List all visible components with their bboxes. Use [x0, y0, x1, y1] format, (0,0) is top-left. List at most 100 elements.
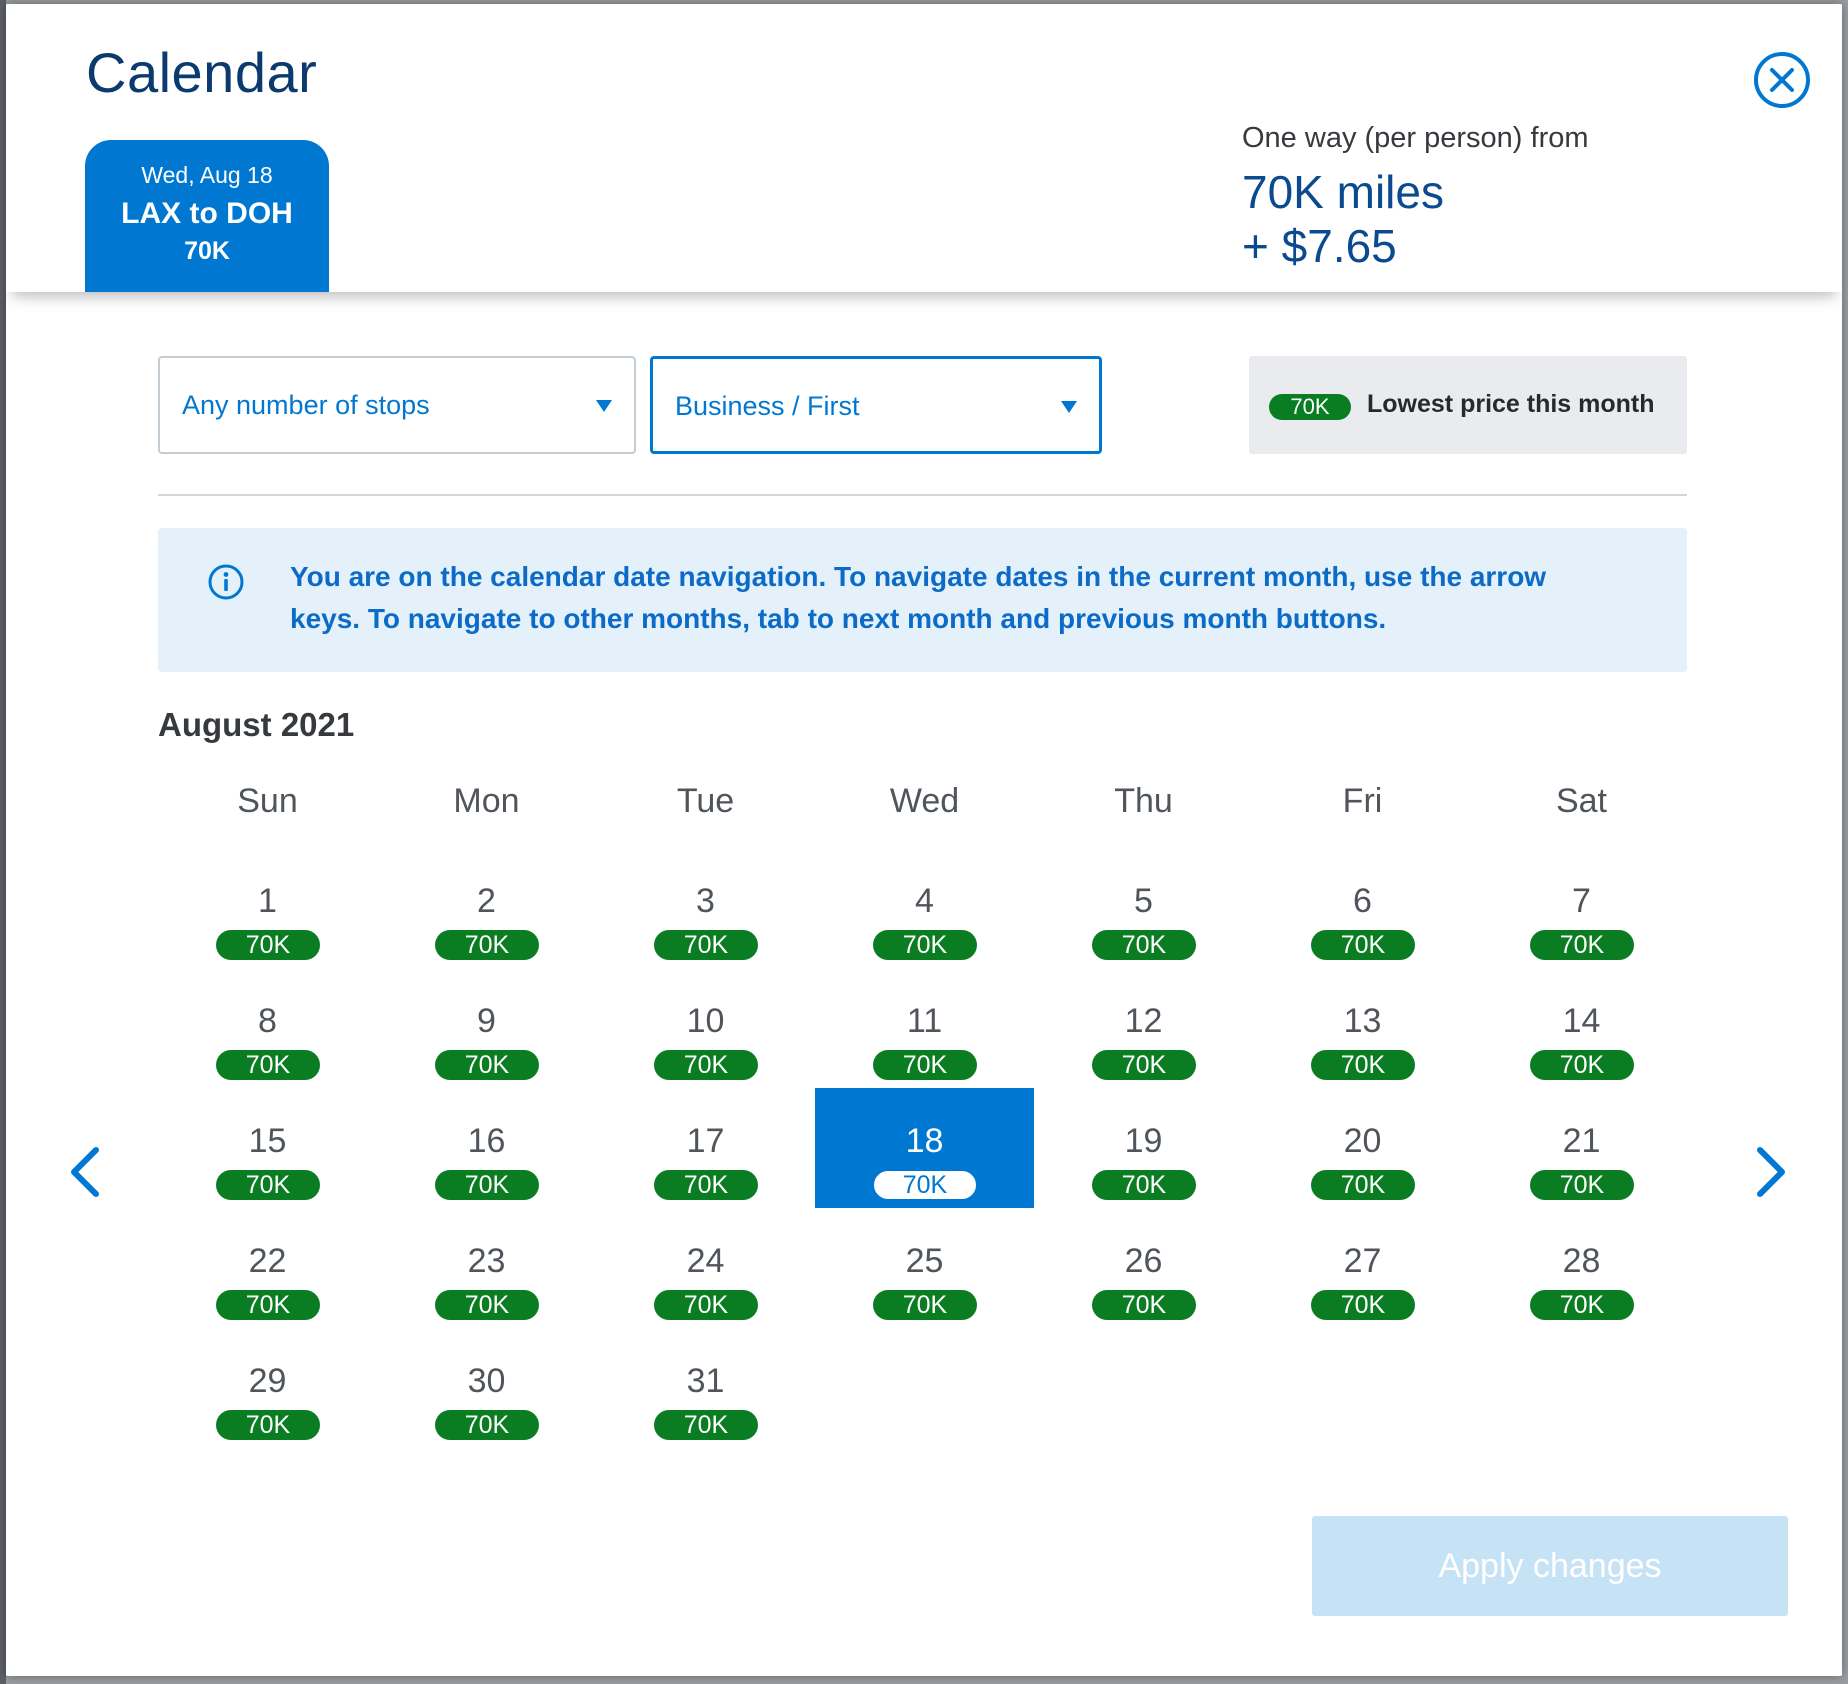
calendar-day[interactable]: 30 70K: [377, 1328, 596, 1448]
calendar-day[interactable]: 21 70K: [1472, 1088, 1691, 1208]
calendar-day[interactable]: 7 70K: [1472, 848, 1691, 968]
cabin-select-value: Business / First: [675, 391, 860, 421]
trip-route: LAX to DOH: [121, 197, 293, 230]
calendar-day[interactable]: 20 70K: [1253, 1088, 1472, 1208]
lowest-price-pill: 70K: [1269, 394, 1351, 420]
calendar-day[interactable]: 27 70K: [1253, 1208, 1472, 1328]
calendar-day[interactable]: 24 70K: [596, 1208, 815, 1328]
close-icon: [1770, 68, 1794, 92]
day-price-pill: 70K: [654, 1050, 758, 1080]
calendar-day[interactable]: 2 70K: [377, 848, 596, 968]
calendar-day[interactable]: 6 70K: [1253, 848, 1472, 968]
day-price-pill: 70K: [873, 1050, 977, 1080]
calendar-day[interactable]: 28 70K: [1472, 1208, 1691, 1328]
calendar-day[interactable]: 29 70K: [158, 1328, 377, 1448]
calendar-day[interactable]: 25 70K: [815, 1208, 1034, 1328]
day-price-pill: 70K: [216, 1170, 320, 1200]
day-price-pill: 70K: [1311, 1290, 1415, 1320]
day-price-pill: 70K: [1530, 1050, 1634, 1080]
day-price-pill: 70K: [1311, 1170, 1415, 1200]
price-summary: One way (per person) from 70K miles + $7…: [1242, 122, 1589, 273]
info-icon: [208, 564, 244, 600]
divider: [158, 494, 1687, 496]
day-number: 5: [1134, 882, 1153, 920]
day-price-pill: 70K: [1092, 1050, 1196, 1080]
calendar-day[interactable]: 3 70K: [596, 848, 815, 968]
day-number: 21: [1562, 1122, 1601, 1160]
day-number: 26: [1124, 1242, 1163, 1280]
info-text: You are on the calendar date navigation.…: [290, 561, 1547, 634]
day-price-pill: 70K: [216, 1410, 320, 1440]
day-number: 14: [1562, 1002, 1601, 1040]
day-price-pill: 70K: [216, 1290, 320, 1320]
day-number: 22: [248, 1242, 287, 1280]
day-number: 1: [258, 882, 277, 920]
day-price-pill: 70K: [873, 930, 977, 960]
trip-tab[interactable]: Wed, Aug 18 LAX to DOH 70K: [85, 140, 329, 292]
day-price-pill: 70K: [435, 1050, 539, 1080]
day-price-pill: 70K: [1092, 930, 1196, 960]
day-price-pill: 70K: [1092, 1290, 1196, 1320]
weekday-label: Wed: [889, 782, 960, 820]
apply-changes-button[interactable]: Apply changes: [1312, 1516, 1788, 1616]
close-button[interactable]: [1754, 52, 1810, 108]
calendar-grid: 1 70K 2 70K 3 70K 4 70K 5 70K 6 70K 7 70K 8 70K 9 70K 10 70…: [158, 848, 1691, 1448]
day-number: 11: [906, 1002, 943, 1040]
calendar-day[interactable]: 18 70K: [815, 1088, 1034, 1208]
day-price-pill: 70K: [1092, 1170, 1196, 1200]
day-price-pill: 70K: [216, 1050, 320, 1080]
calendar-day[interactable]: 10 70K: [596, 968, 815, 1088]
calendar-day[interactable]: 23 70K: [377, 1208, 596, 1328]
calendar-day[interactable]: 22 70K: [158, 1208, 377, 1328]
prev-month-button[interactable]: [66, 1142, 106, 1202]
lowest-price-legend: 70K Lowest price this month: [1249, 356, 1687, 454]
calendar-day[interactable]: 26 70K: [1034, 1208, 1253, 1328]
calendar-day[interactable]: 9 70K: [377, 968, 596, 1088]
calendar-day[interactable]: 16 70K: [377, 1088, 596, 1208]
calendar-day[interactable]: 1 70K: [158, 848, 377, 968]
day-number: 2: [477, 882, 496, 920]
day-price-pill: 70K: [1530, 930, 1634, 960]
calendar-day[interactable]: 14 70K: [1472, 968, 1691, 1088]
day-number: 25: [905, 1242, 944, 1280]
calendar-day[interactable]: 11 70K: [815, 968, 1034, 1088]
calendar-day[interactable]: 17 70K: [596, 1088, 815, 1208]
modal-header: Calendar Wed, Aug 18 LAX to DOH 70K One …: [6, 4, 1842, 292]
day-price-pill: 70K: [654, 1410, 758, 1440]
calendar-day[interactable]: 12 70K: [1034, 968, 1253, 1088]
calendar-day[interactable]: 19 70K: [1034, 1088, 1253, 1208]
day-number: 13: [1343, 1002, 1382, 1040]
day-price-pill: 70K: [435, 1410, 539, 1440]
day-number: 10: [686, 1002, 725, 1040]
day-number: 9: [477, 1002, 496, 1040]
next-month-button[interactable]: [1750, 1142, 1790, 1202]
stops-select[interactable]: Any number of stops: [158, 356, 636, 454]
day-number: 29: [248, 1362, 287, 1400]
day-number: 28: [1562, 1242, 1601, 1280]
calendar-day[interactable]: 13 70K: [1253, 968, 1472, 1088]
weekday-label: Sun: [237, 782, 298, 820]
day-number: 6: [1353, 882, 1372, 920]
weekday-label: Tue: [676, 782, 735, 820]
weekday-label: Sat: [1555, 782, 1608, 820]
cabin-select[interactable]: Business / First: [650, 356, 1102, 454]
day-number: 7: [1572, 882, 1591, 920]
calendar-day[interactable]: 15 70K: [158, 1088, 377, 1208]
trip-date: Wed, Aug 18: [141, 162, 273, 188]
day-number: 15: [248, 1122, 287, 1160]
weekday-label: Mon: [453, 782, 520, 820]
day-price-pill: 70K: [873, 1290, 977, 1320]
day-price-pill: 70K: [654, 1170, 758, 1200]
weekday-label: Thu: [1114, 782, 1173, 820]
day-number: 27: [1343, 1242, 1382, 1280]
calendar-day[interactable]: 8 70K: [158, 968, 377, 1088]
day-number: 4: [915, 882, 934, 920]
weekday-label: Fri: [1342, 782, 1383, 820]
day-price-pill: 70K: [1311, 1050, 1415, 1080]
day-number: 12: [1124, 1002, 1163, 1040]
calendar-day[interactable]: 31 70K: [596, 1328, 815, 1448]
day-price-pill: 70K: [435, 930, 539, 960]
calendar-day[interactable]: 5 70K: [1034, 848, 1253, 968]
caret-down-icon: [1061, 401, 1077, 413]
calendar-day[interactable]: 4 70K: [815, 848, 1034, 968]
